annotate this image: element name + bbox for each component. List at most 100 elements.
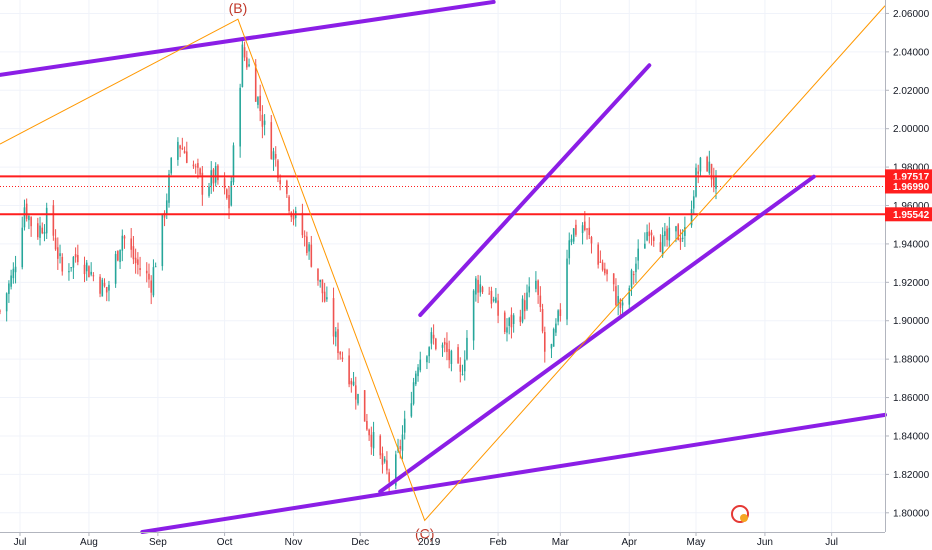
candle-body: [223, 178, 226, 189]
trendline: [0, 0, 496, 77]
candle-body: [677, 224, 680, 241]
candle-body: [461, 373, 464, 375]
candle-body: [99, 276, 101, 294]
candle-body: [459, 364, 462, 372]
candle-body: [399, 446, 402, 450]
candle-body: [566, 258, 568, 320]
trendlines-layer: [0, 0, 887, 534]
candle-body: [119, 249, 121, 263]
candle-body: [228, 194, 230, 209]
candle-body: [0, 310, 1, 312]
candle-body: [443, 341, 446, 345]
price-tag-label: 1.97517: [893, 172, 930, 183]
candle-body: [239, 87, 241, 147]
candle-body: [568, 240, 571, 259]
candle-body: [599, 261, 602, 263]
price-tick-label: 2.00000: [893, 124, 930, 135]
candle-body: [552, 329, 555, 347]
candle-body: [308, 244, 310, 252]
candle-body: [488, 293, 490, 295]
candle-body: [114, 254, 117, 284]
candle-body: [259, 95, 261, 112]
candle-body: [668, 227, 671, 241]
candle-body: [497, 300, 499, 316]
candle-body: [388, 472, 390, 482]
candle-body: [217, 165, 219, 181]
price-tag: [885, 207, 932, 222]
candle-body: [535, 280, 537, 289]
candle-body: [370, 434, 373, 447]
candle-body: [130, 238, 132, 250]
candle-body: [332, 298, 335, 337]
candle-body: [257, 97, 259, 105]
candle-body: [708, 161, 711, 174]
candle-body: [14, 266, 17, 273]
candle-body: [550, 344, 553, 349]
candle-body: [210, 170, 213, 186]
trendline: [140, 412, 887, 534]
candle-body: [177, 141, 179, 160]
candle-body: [301, 212, 304, 236]
candle-body: [492, 299, 495, 301]
candle-body: [615, 286, 617, 306]
candle-body: [477, 279, 479, 293]
candle-body: [661, 235, 664, 256]
candle-body: [428, 347, 430, 357]
time-tick-label: Jul: [14, 537, 27, 548]
candle-body: [83, 264, 86, 275]
candle-body: [165, 200, 168, 215]
candle-body: [630, 270, 633, 288]
candle-body: [61, 256, 64, 272]
candle-body: [417, 367, 419, 377]
candle-body: [621, 302, 624, 306]
candle-body: [208, 186, 210, 196]
candle-body: [243, 47, 246, 58]
candle-body: [117, 251, 119, 261]
candle-body: [650, 232, 653, 236]
candle-body: [692, 196, 695, 209]
candle-body: [575, 224, 577, 235]
wave-label-c: (C): [415, 525, 434, 541]
time-tick-label: Aug: [80, 537, 98, 548]
candle-body: [88, 266, 90, 278]
candle-body: [150, 280, 153, 293]
time-tick-label: 2019: [418, 537, 441, 548]
candle-body: [386, 460, 388, 471]
wave-label-b: (B): [229, 0, 248, 16]
candle-body: [132, 246, 135, 260]
candle-body: [101, 279, 104, 297]
candle-body: [226, 189, 228, 199]
candle-body: [570, 238, 573, 243]
candle-body: [350, 380, 353, 385]
candle-body: [185, 151, 188, 163]
candle-body: [12, 268, 15, 279]
candle-body: [194, 166, 197, 168]
time-tick-label: Jul: [825, 537, 838, 548]
candle-body: [557, 310, 559, 322]
candle-body: [286, 180, 288, 194]
price-tag-label: 1.95542: [893, 210, 930, 221]
candle-body: [706, 156, 708, 172]
candle-body: [555, 323, 557, 333]
candle-body: [695, 167, 697, 197]
candle-body: [321, 279, 324, 294]
candle-body: [341, 357, 344, 360]
price-tick-label: 1.84000: [893, 431, 930, 442]
price-axis[interactable]: 1.80000 1.82000 1.84000 1.86000 1.88000 1.900…: [885, 9, 930, 519]
candle-body: [519, 316, 522, 323]
candle-body: [339, 352, 342, 355]
candle-body: [441, 344, 444, 348]
candle-body: [426, 356, 428, 363]
candle-body: [354, 385, 357, 400]
price-tick-label: 1.90000: [893, 316, 930, 327]
candle-body: [181, 148, 184, 150]
candle-body: [192, 164, 195, 167]
candle-body: [277, 160, 279, 179]
candle-body: [684, 227, 686, 236]
candle-body: [337, 329, 339, 354]
candle-body: [288, 196, 290, 212]
time-axis[interactable]: Jul Aug Sep Oct Nov Dec 2019 Feb Mar Apr May Jun Jul: [14, 532, 838, 548]
candle-body: [317, 268, 319, 281]
